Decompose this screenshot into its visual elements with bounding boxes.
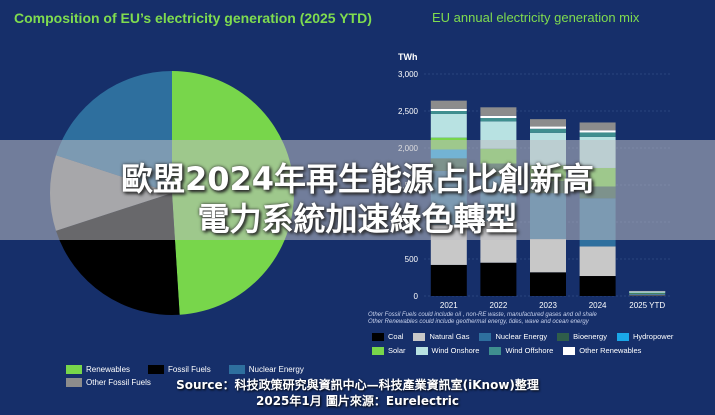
bar-legend-item: Other Renewables	[563, 346, 641, 355]
pie-legend-label: Fossil Fuels	[168, 365, 211, 374]
bar-segment-other-fossil-fuels	[530, 119, 566, 127]
legend-swatch	[228, 365, 245, 374]
bar-segment-other-renewables	[579, 130, 616, 133]
bar-segment-other-renewables	[480, 115, 517, 119]
chart-notes: Other Fossil Fuels could include oil , n…	[368, 312, 597, 326]
bar-legend: Coal Natural Gas Nuclear Energy Bioenergy Hy…	[372, 332, 712, 360]
note-other-fossil: Other Fossil Fuels could include oil , n…	[368, 312, 597, 318]
bar-legend-label: Nuclear Energy	[495, 332, 548, 341]
bar-legend-label: Hydropower	[632, 332, 674, 341]
bar-segment-other-renewables	[629, 291, 666, 292]
bar-legend-item: Nuclear Energy	[479, 332, 547, 341]
right-chart-title: EU annual electricity generation mix	[432, 10, 640, 25]
note-other-renewables: Other Renewables could include geotherma…	[368, 319, 589, 325]
bar-segment-other-fossil-fuels	[629, 290, 666, 292]
pie-legend-item: Nuclear Energy	[228, 365, 304, 374]
bar-legend-label: Wind Offshore	[505, 346, 554, 355]
legend-swatch	[616, 332, 629, 341]
pie-legend-label: Other Fossil Fuels	[86, 378, 151, 387]
bar-segment-wind-offshore	[430, 111, 467, 114]
left-chart-title: Composition of EU’s electricity generati…	[14, 10, 372, 26]
bar-legend-item: Wind Onshore	[415, 346, 480, 355]
bar-legend-item: Hydropower	[616, 332, 674, 341]
legend-swatch	[66, 365, 82, 374]
bar-legend-item: Coal	[372, 332, 403, 341]
bar-segment-coal	[430, 264, 467, 296]
source-credit: Source：科技政策研究與資訊中心—科技產業資訊室(iKnow)整理	[176, 378, 539, 392]
y-tick-label: 3,000	[398, 70, 419, 79]
pie-legend-item: Other Fossil Fuels	[66, 378, 151, 387]
legend-swatch	[66, 378, 82, 387]
bar-legend-label: Coal	[388, 332, 404, 341]
bar-segment-coal	[480, 262, 517, 296]
bar-legend-row: Solar Wind Onshore Wind Offshore Other Rene…	[372, 346, 712, 355]
x-tick-label: 2022	[490, 301, 508, 310]
bar-segment-wind-offshore	[530, 128, 566, 133]
bar-segment-other-fossil-fuels	[430, 100, 467, 109]
bar-segment-other-renewables	[430, 108, 467, 111]
pie-legend-item: Renewables	[66, 365, 130, 374]
bar-legend-item: Natural Gas	[413, 332, 469, 341]
bar-segment-other-fossil-fuels	[480, 107, 517, 116]
bar-legend-label: Bioenergy	[573, 332, 607, 341]
headline-line-2: 電力系統加速綠色轉型	[197, 200, 518, 238]
bar-legend-label: Natural Gas	[429, 332, 470, 341]
bar-segment-nuclear-energy	[629, 293, 666, 295]
x-tick-label: 2021	[440, 301, 458, 310]
bar-segment-coal	[530, 272, 566, 296]
y-axis-unit: TWh	[398, 52, 418, 62]
headline-line-1: 歐盟2024年再生能源占比創新高	[120, 160, 595, 198]
bar-segment-coal	[579, 276, 616, 296]
bar-segment-bioenergy	[629, 293, 666, 294]
source-date: 2025年1月 圖片來源：Eurelectric	[256, 394, 459, 408]
bar-segment-coal	[629, 295, 666, 296]
bar-legend-item: Solar	[372, 346, 406, 355]
legend-swatch	[479, 332, 492, 341]
bar-segment-wind-offshore	[579, 132, 616, 137]
bar-segment-wind-onshore	[430, 113, 467, 138]
legend-swatch	[489, 346, 502, 355]
bar-segment-solar	[629, 292, 666, 294]
bar-legend-label: Wind Onshore	[431, 346, 480, 355]
legend-swatch	[413, 332, 426, 341]
legend-swatch	[372, 332, 384, 341]
bar-segment-wind-onshore	[629, 291, 666, 293]
bar-legend-label: Solar	[388, 346, 406, 355]
bar-legend-label: Other Renewables	[579, 346, 642, 355]
bar-segment-wind-offshore	[480, 118, 517, 122]
y-tick-label: 500	[405, 255, 419, 264]
bar-segment-natural-gas	[530, 239, 566, 273]
headline-banner	[0, 140, 715, 240]
y-tick-label: 2,500	[398, 107, 419, 116]
bar-legend-item: Bioenergy	[557, 332, 607, 341]
bar-segment-other-fossil-fuels	[579, 122, 616, 131]
pie-legend-item: Fossil Fuels	[148, 365, 211, 374]
pie-legend-label: Renewables	[86, 365, 131, 374]
x-tick-label: 2024	[589, 301, 607, 310]
bar-segment-natural-gas	[629, 294, 666, 296]
legend-swatch	[372, 346, 384, 355]
bar-legend-row: Coal Natural Gas Nuclear Energy Bioenergy Hy…	[372, 332, 712, 341]
pie-legend-label: Nuclear Energy	[248, 365, 304, 374]
bar-segment-natural-gas	[579, 246, 616, 277]
pie-legend: Renewables Fossil Fuels Nuclear Energy O…	[66, 365, 356, 391]
legend-swatch	[415, 346, 428, 355]
legend-swatch	[563, 346, 576, 355]
legend-swatch	[148, 365, 165, 374]
bar-legend-item: Wind Offshore	[489, 346, 553, 355]
y-tick-label: 0	[414, 292, 419, 301]
legend-swatch	[557, 332, 570, 341]
bar-segment-other-renewables	[530, 126, 566, 129]
x-tick-label: 2023	[539, 301, 557, 310]
x-tick-label: 2025 YTD	[629, 301, 665, 310]
